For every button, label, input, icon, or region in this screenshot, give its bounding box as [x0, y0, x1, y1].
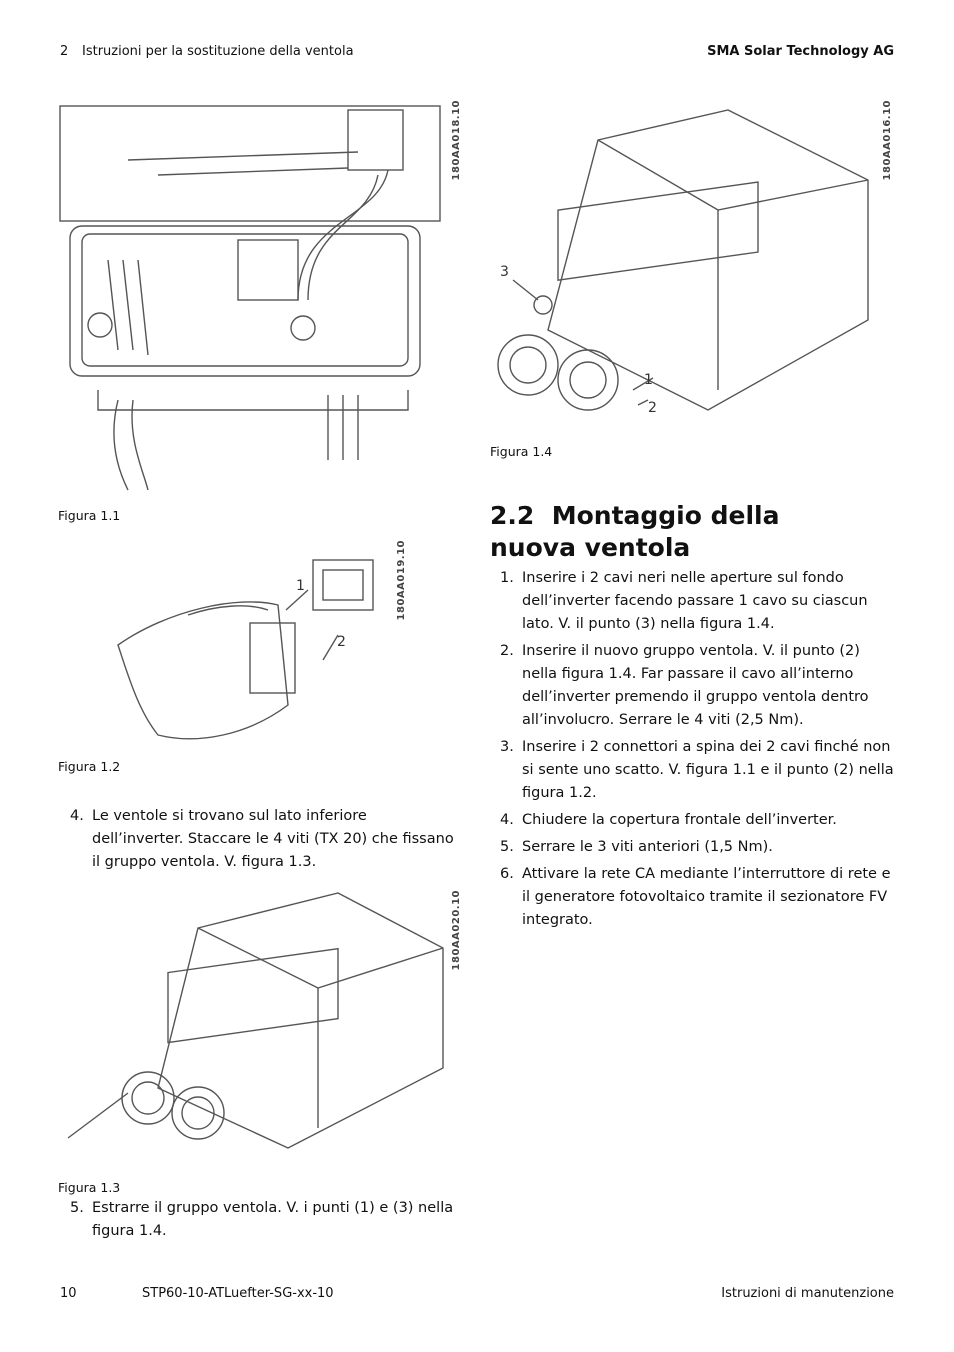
step: 1. Inserire i 2 cavi neri nelle aperture … [500, 567, 895, 636]
figure-callout: 2 [648, 400, 657, 416]
step-list: 5. Estrarre il gruppo ventola. V. i punti… [70, 1197, 462, 1247]
step-text: Inserire i 2 cavi neri nelle aperture su… [522, 570, 868, 632]
step: 3. Inserire i 2 connettori a spina dei 2 … [500, 736, 895, 805]
step-number: 5. [70, 1200, 84, 1216]
footer-document-type: Istruzioni di manutenzione [721, 1286, 894, 1301]
step-number: 1. [500, 570, 514, 586]
step: 4. Chiudere la copertura frontale dell’in… [500, 809, 895, 832]
figure-caption: Figura 1.2 [58, 759, 121, 774]
step-list: 4. Le ventole si trovano sul lato inferio… [70, 805, 462, 878]
step: 4. Le ventole si trovano sul lato inferio… [70, 805, 462, 874]
step-text: Serrare le 3 viti anteriori (1,5 Nm). [522, 839, 773, 855]
figure-caption: Figura 1.3 [58, 1180, 121, 1195]
step-text: Estrarre il gruppo ventola. V. i punti (… [92, 1200, 454, 1239]
figure-image [67, 892, 444, 1149]
section-number: 2.2 [490, 501, 535, 530]
footer-document: STP60-10-ATLuefter-SG-xx-10 [142, 1286, 334, 1301]
figure-code: 180AA018.10 [451, 100, 462, 181]
figure-code: 180AA020.10 [451, 890, 462, 971]
header-company: SMA Solar Technology AG [707, 44, 894, 59]
step-number: 6. [500, 866, 514, 882]
footer-page: 10 [60, 1286, 77, 1301]
step-text: Le ventole si trovano sul lato inferiore… [92, 808, 454, 870]
figure-callout: 1 [644, 372, 653, 388]
step-text: Chiudere la copertura frontale dell’inve… [522, 812, 837, 828]
figure-code: 180AA016.10 [882, 100, 893, 181]
header-section-number: 2 [60, 44, 69, 59]
section-title: Montaggio della nuova ventola [490, 501, 780, 562]
header-section-title: Istruzioni per la sostituzione della ven… [82, 44, 354, 59]
step: 2. Inserire il nuovo gruppo ventola. V. i… [500, 640, 895, 732]
step-list: 1. Inserire i 2 cavi neri nelle aperture … [500, 567, 895, 936]
step-number: 4. [500, 812, 514, 828]
step-number: 4. [70, 808, 84, 824]
step-text: Inserire il nuovo gruppo ventola. V. il … [522, 643, 869, 728]
step: 5. Serrare le 3 viti anteriori (1,5 Nm). [500, 836, 895, 859]
step-number: 3. [500, 739, 514, 755]
step-text: Inserire i 2 connettori a spina dei 2 ca… [522, 739, 894, 801]
figure-callout: 2 [337, 634, 346, 650]
step: 5. Estrarre il gruppo ventola. V. i punti… [70, 1197, 462, 1243]
step: 6. Attivare la rete CA mediante l’interru… [500, 863, 895, 932]
figure-image [497, 109, 869, 411]
figure-callout: 3 [500, 264, 509, 280]
step-number: 2. [500, 643, 514, 659]
figure-image [117, 559, 374, 740]
step-text: Attivare la rete CA mediante l’interrutt… [522, 866, 891, 928]
figure-image [59, 105, 441, 491]
figure-caption: Figura 1.4 [490, 444, 553, 459]
figure-caption: Figura 1.1 [58, 508, 121, 523]
figure-code: 180AA019.10 [396, 540, 407, 621]
figure-callout: 1 [296, 578, 305, 594]
section-heading: 2.2 Montaggio della nuova ventola [490, 500, 870, 564]
step-number: 5. [500, 839, 514, 855]
